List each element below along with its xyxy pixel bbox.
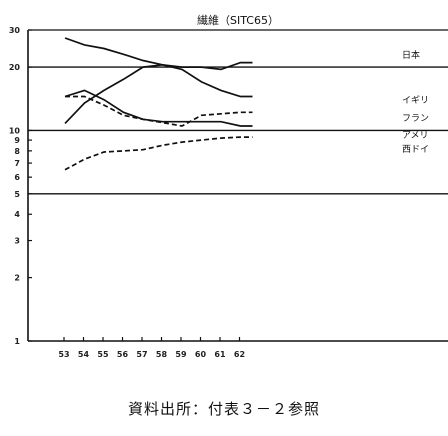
x-tick-label-56: 56 [117, 350, 129, 359]
y-tick-label-30: 30 [9, 26, 21, 35]
x-tick-label-60: 60 [195, 350, 207, 359]
y-tick-label-1: 1 [14, 337, 20, 346]
y-tick-label-8: 8 [14, 147, 20, 156]
x-ticks: 53 54 55 56 57 58 59 60 61 62 [58, 337, 245, 359]
y-tick-label-20: 20 [9, 63, 21, 72]
x-tick-label-59: 59 [175, 350, 187, 359]
series-group [64, 37, 253, 171]
x-tick-label-61: 61 [214, 350, 226, 359]
y-tick-label-4: 4 [14, 210, 20, 219]
x-tick-label-62: 62 [234, 350, 245, 359]
x-tick-label-57: 57 [136, 350, 147, 359]
y-ticks: 1 2 3 4 5 6 7 8 910 20 30 [9, 26, 32, 346]
x-tick-label-53: 53 [58, 350, 69, 359]
chart-title: 繊維（SITC65） [197, 14, 279, 27]
source-note: 資料出所：付表３－２参照 [127, 400, 320, 418]
series-line-1 [64, 61, 253, 124]
y-tick-label-10: 10 [9, 126, 21, 135]
y-tick-label-2: 2 [14, 274, 20, 283]
series-line-3 [64, 89, 253, 127]
x-tick-label-54: 54 [78, 350, 90, 359]
series-label-4: 西ドイ [402, 144, 429, 155]
y-tick-label-6: 6 [14, 173, 20, 182]
series-line-4 [64, 136, 253, 171]
series-line-2 [65, 95, 253, 127]
y-tick-label-7: 7 [14, 159, 20, 168]
y-tick-label-9: 9 [14, 136, 20, 145]
chart-grid [28, 29, 448, 195]
x-tick-label-58: 58 [156, 350, 168, 359]
series-label-2: フラン [402, 113, 429, 124]
y-tick-label-5: 5 [14, 190, 20, 199]
series-label-1: イギリ [402, 95, 429, 106]
x-tick-label-55: 55 [97, 350, 109, 359]
series-label-0: 日本 [402, 49, 420, 61]
series-label-3: アメリ [402, 131, 429, 141]
y-tick-label-3: 3 [14, 237, 20, 246]
